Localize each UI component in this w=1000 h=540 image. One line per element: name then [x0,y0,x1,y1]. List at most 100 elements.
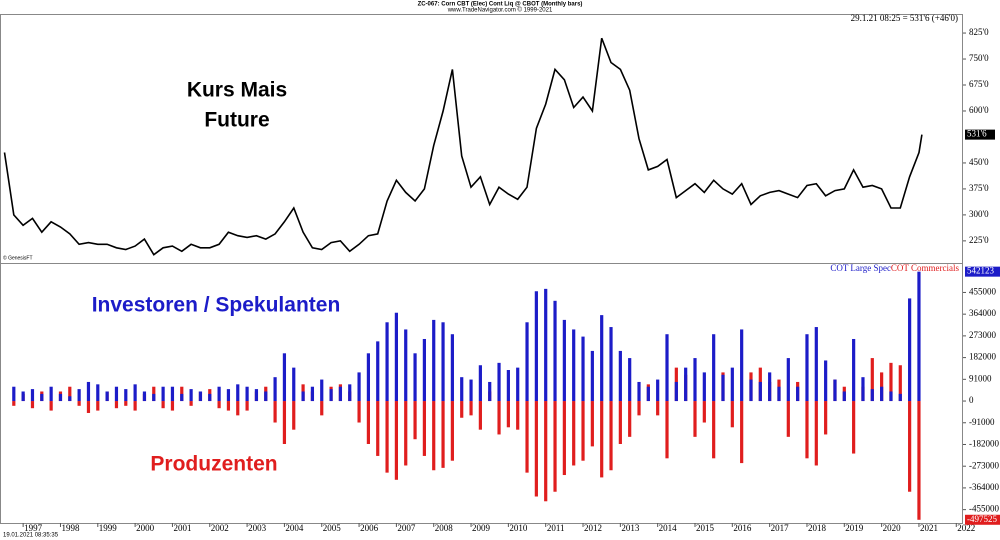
annotation: Investoren / Spekulanten [92,294,341,317]
bar [674,381,678,402]
last-value-box [965,129,995,140]
bar [189,389,193,402]
y-tick-label: 825'0 [969,27,989,37]
bar [450,334,454,402]
bar [880,386,884,402]
bar [12,386,16,402]
bar [590,401,594,447]
bar [833,379,837,402]
bar [329,389,333,402]
bar [889,391,893,402]
bar [68,396,72,402]
y-tick-label: 91000 [969,373,992,383]
bar [58,393,63,402]
bar [842,391,846,402]
bar [478,365,482,402]
bar [572,401,576,466]
x-tick-label: 2019 [845,523,864,533]
bar [124,401,128,406]
bar [236,384,240,402]
bar [282,401,287,445]
bar [628,401,632,437]
last-value-label: 531'6 [967,129,987,139]
y-tick-label: 455000 [969,287,997,297]
bar [497,401,501,435]
x-tick-label: 2006 [360,523,379,533]
x-tick-label: 1998 [61,523,80,533]
y-tick-label: 450'0 [969,157,989,167]
bar [730,367,734,402]
bar [805,334,809,402]
last-value-label: -497525 [967,514,997,524]
bar [208,393,212,402]
annotation: Produzenten [150,453,277,476]
bar [721,374,725,402]
x-tick-label: 2009 [472,523,491,533]
bar [553,401,557,492]
bar [348,384,352,402]
bar [226,389,231,402]
y-tick-label: 600'0 [969,105,989,115]
bar [693,401,697,437]
y-tick-label: -91000 [969,417,995,427]
y-tick-label: 273000 [969,330,997,340]
last-value-box [965,266,1000,277]
bar [292,367,296,402]
bar [77,401,81,406]
x-tick-label: 2003 [248,523,267,533]
bar [189,401,193,406]
legend-entry: COT Large Spec [830,263,891,273]
bar [609,401,613,471]
y-tick-label: 182000 [969,352,997,362]
bar [152,393,156,402]
y-tick-label: 225'0 [969,235,989,245]
y-tick-label: 0 [969,395,974,405]
bar [77,389,81,402]
bar [366,353,371,402]
bar [889,362,893,402]
bar [618,350,622,402]
bar [114,401,119,409]
x-tick-label: 2007 [397,523,416,533]
bar [805,401,809,459]
bar [497,362,501,402]
bar [30,401,35,409]
bar [133,401,137,411]
bar [525,322,529,402]
bar [404,329,408,402]
x-tick-label: 2017 [771,523,790,533]
bar [628,358,632,402]
bar [525,401,529,473]
annotation: Future [204,109,269,132]
bar [917,401,921,520]
bar [684,367,688,402]
bar [422,401,426,456]
x-tick-label: 2002 [211,523,229,533]
bar [273,377,277,402]
bar [404,401,408,466]
bar [478,401,482,430]
bar [413,401,417,440]
y-tick-label: 375'0 [969,183,989,193]
bar [142,391,147,402]
x-tick-label: 2014 [659,523,678,533]
bar [702,372,706,402]
quote: 29.1.21 08:25 = 531'6 (+46'0) [851,13,958,23]
bar [908,401,912,492]
bar [180,393,184,402]
bar [600,315,604,402]
x-tick-label: 2018 [808,523,827,533]
bar [852,338,856,402]
bar [422,338,426,402]
bar [357,401,361,423]
bar [21,391,25,402]
x-tick-label: 2001 [173,523,191,533]
bar [86,401,91,413]
bar [226,401,231,411]
bar [282,353,287,402]
x-tick-label: 2011 [547,523,565,533]
bar [124,389,128,402]
x-tick-label: 1999 [99,523,118,533]
